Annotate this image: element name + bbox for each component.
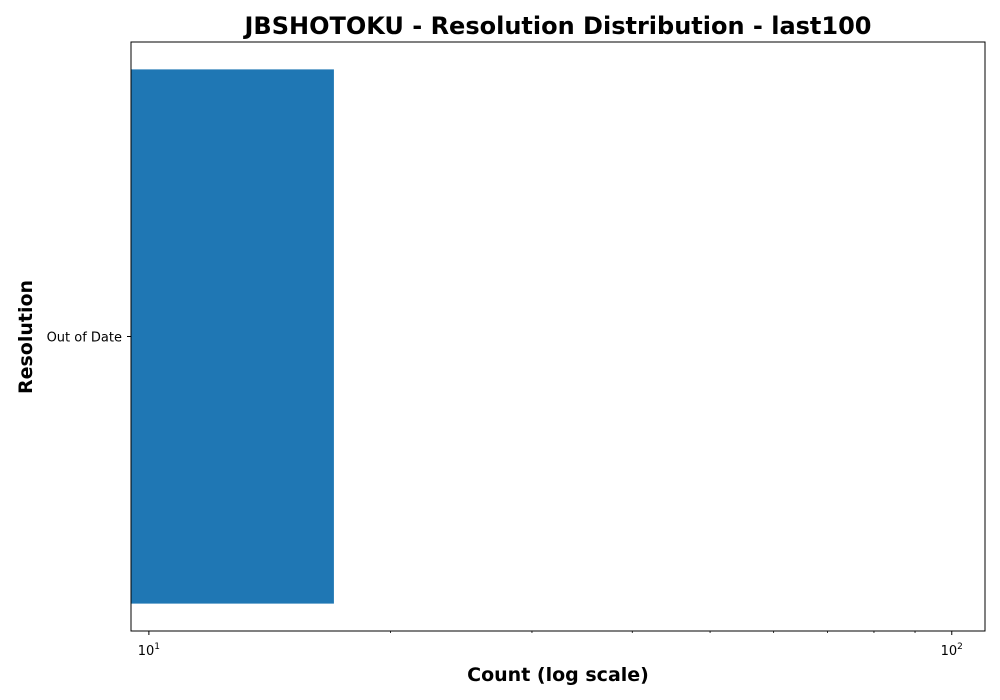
plot-area: Out of Date 101 102 <box>47 69 963 659</box>
x-tick-label: 102 <box>941 642 963 659</box>
y-tick-label: Out of Date <box>47 331 122 346</box>
x-axis-label: Count (log scale) <box>467 664 649 686</box>
chart-title: JBSHOTOKU - Resolution Distribution - la… <box>242 12 871 40</box>
x-tick-label: 101 <box>138 642 160 659</box>
plot-frame <box>130 41 986 632</box>
y-axis-label: Resolution <box>15 280 37 394</box>
bar-out-of-date <box>131 69 334 604</box>
